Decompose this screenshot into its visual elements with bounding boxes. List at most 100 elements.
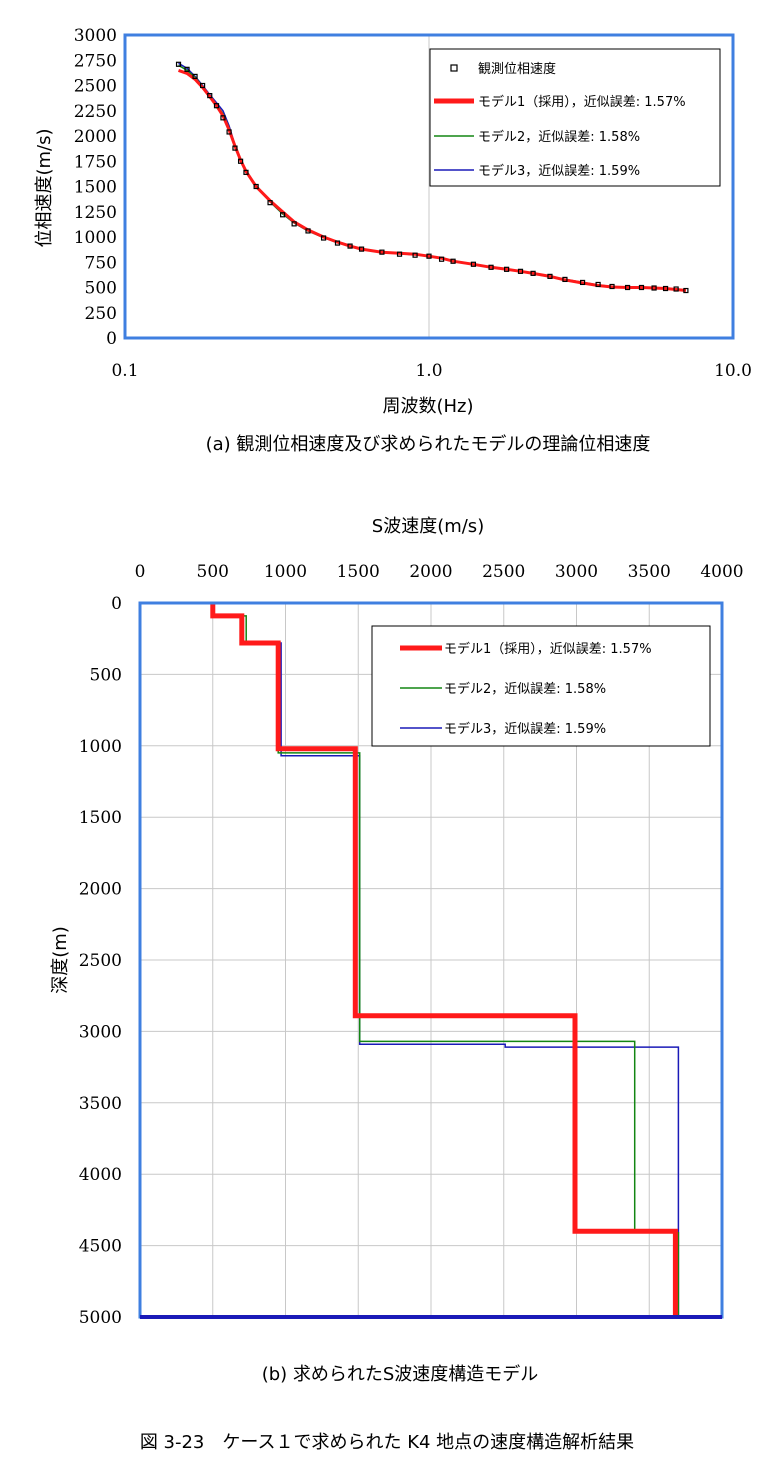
chart-a-observed-point xyxy=(347,243,353,249)
chart-a-observed-point xyxy=(609,283,615,290)
chart-a-observed-point xyxy=(683,287,689,294)
chart-a-x-tick-label: 0.1 xyxy=(111,361,138,381)
chart-a-y-tick-label: 500 xyxy=(85,279,117,299)
chart-b-y-tick-label: 0 xyxy=(111,594,122,614)
chart-a-observed-point xyxy=(379,249,385,255)
chart-a-observed-point xyxy=(200,82,206,89)
chart-a-observed-point xyxy=(651,285,657,291)
chart-b-x-tick-label: 1000 xyxy=(264,562,307,582)
chart-b-legend-label: モデル2，近似誤差: 1.58% xyxy=(444,681,606,697)
chart-a-observed-point xyxy=(305,228,311,234)
chart-b-series xyxy=(210,603,680,1317)
chart-b-x-ticks: 0 500 1000 1500 2000 2500 3000 3500 4000 xyxy=(135,562,744,582)
chart-a-y-tick-label: 2250 xyxy=(74,102,117,122)
chart-b-y-tick-label: 4000 xyxy=(79,1165,122,1185)
chart-a-y-tick-label: 3000 xyxy=(74,26,117,46)
chart-a-caption: (a) 観測位相速度及び求められたモデルの理論位相速度 xyxy=(206,434,651,455)
chart-a-y-ticks: 0 250 500 750 1000 1250 1500 1750 2000 2250 2500 27… xyxy=(74,26,117,349)
chart-b-x-tick-label: 2500 xyxy=(482,562,525,582)
chart-a-y-tick-label: 750 xyxy=(85,253,117,273)
chart-a-observed-point xyxy=(280,212,286,218)
chart-b-s-wave-structure: S波速度(m/s) 0 500 1000 1500 2000 2500 3000 3500 40… xyxy=(50,516,744,1385)
chart-a-legend-label: モデル3，近似誤差: 1.59% xyxy=(478,163,640,179)
chart-a-observed-point xyxy=(253,183,259,190)
chart-b-x-tick-label: 4000 xyxy=(700,562,743,582)
chart-a-observed-point xyxy=(396,251,403,257)
chart-a-observed-point xyxy=(517,268,524,274)
chart-a-y-axis-title: 位相速度(m/s) xyxy=(34,128,55,247)
chart-b-x-tick-label: 0 xyxy=(135,562,146,582)
chart-a-y-tick-label: 1000 xyxy=(74,228,117,248)
chart-a-observed-point xyxy=(237,158,244,164)
chart-a-observed-point xyxy=(175,61,182,67)
chart-b-legend-label: モデル3，近似誤差: 1.59% xyxy=(444,721,606,737)
chart-a-observed-point xyxy=(638,284,645,291)
chart-a-y-tick-label: 1500 xyxy=(74,178,117,198)
chart-a-observed-point xyxy=(562,276,568,283)
chart-a-observed-point xyxy=(530,270,536,276)
chart-a-observed-point xyxy=(226,129,232,135)
chart-a-observed-point xyxy=(504,266,510,272)
chart-a-y-tick-label: 1750 xyxy=(74,152,117,172)
chart-b-y-tick-label: 2000 xyxy=(79,880,122,900)
chart-a-y-tick-label: 2750 xyxy=(74,51,117,71)
chart-a-observed-point xyxy=(267,200,273,206)
chart-b-x-tick-label: 3500 xyxy=(628,562,671,582)
chart-a-y-tick-label: 1250 xyxy=(74,203,117,223)
chart-a-observed-point xyxy=(438,256,445,262)
chart-a-observed-point xyxy=(426,253,432,259)
chart-a-observed-point xyxy=(488,264,494,270)
chart-a-observed-point xyxy=(184,66,190,72)
chart-a-legend-label: 観測位相速度 xyxy=(478,61,556,77)
chart-a-observed-point xyxy=(412,252,418,258)
chart-b-x-tick-label: 3000 xyxy=(555,562,598,582)
chart-a-observed-point xyxy=(192,73,198,80)
chart-a-y-tick-label: 0 xyxy=(106,329,117,349)
chart-a-y-tick-label: 2500 xyxy=(74,77,117,97)
chart-a-legend-box xyxy=(429,48,721,187)
chart-a-observed-point xyxy=(220,115,226,121)
chart-a-observed-point xyxy=(334,240,341,246)
chart-a-y-tick-label: 250 xyxy=(85,304,117,324)
chart-b-y-tick-label: 3500 xyxy=(79,1094,122,1114)
chart-b-y-tick-label: 500 xyxy=(90,665,122,685)
chart-b-y-tick-label: 2500 xyxy=(79,951,122,971)
chart-a-observed-point xyxy=(207,92,213,99)
chart-b-grid xyxy=(140,603,722,1317)
chart-a-observed-point xyxy=(358,246,365,252)
chart-a-observed-point xyxy=(547,273,553,279)
chart-b-y-tick-label: 3000 xyxy=(79,1022,122,1042)
chart-a-observed-point xyxy=(232,145,238,151)
chart-a-x-ticks: 0.1 1.0 10.0 xyxy=(111,361,751,381)
chart-b-legend-label: モデル1（採用），近似誤差: 1.57% xyxy=(444,641,652,657)
chart-a-observed-point xyxy=(320,235,327,241)
chart-a-x-tick-label: 10.0 xyxy=(714,361,752,381)
chart-a-y-tick-label: 2000 xyxy=(74,127,117,147)
chart-a-observed-point xyxy=(213,103,220,109)
chart-a-observed-point xyxy=(595,281,601,288)
chart-a-observed-point xyxy=(450,258,456,264)
chart-a-series xyxy=(175,61,689,294)
chart-b-legend: モデル1（採用），近似誤差: 1.57% モデル2，近似誤差: 1.58% モデル3… xyxy=(371,625,711,747)
chart-b-y-tick-label: 5000 xyxy=(79,1308,122,1328)
chart-b-y-axis-title: 深度(m) xyxy=(50,926,71,994)
chart-b-x-tick-label: 1500 xyxy=(337,562,380,582)
chart-a-observed-point xyxy=(662,285,669,292)
chart-b-x-tick-label: 500 xyxy=(197,562,229,582)
chart-a-observed-point xyxy=(291,221,297,227)
chart-b-caption: (b) 求められたS波速度構造モデル xyxy=(262,1364,539,1385)
chart-a-legend-label: モデル2，近似誤差: 1.58% xyxy=(478,129,640,145)
chart-a-legend-swatch-observed xyxy=(450,64,458,72)
chart-b-y-ticks: 0 500 1000 1500 2000 2500 3000 3500 4000 4500 5000 xyxy=(79,594,122,1328)
chart-b-y-tick-label: 4500 xyxy=(79,1237,122,1257)
chart-a-x-axis-title: 周波数(Hz) xyxy=(382,396,473,417)
chart-b-y-tick-label: 1000 xyxy=(79,737,122,757)
chart-b-line-model1 xyxy=(210,603,678,1317)
chart-a-observed-point xyxy=(243,169,249,175)
figure-caption: 図 3-23 ケース１で求められた K4 地点の速度構造解析結果 xyxy=(140,1432,634,1453)
chart-a-x-tick-label: 1.0 xyxy=(415,361,442,381)
chart-a-observed-point xyxy=(470,261,477,267)
chart-a-legend-label: モデル1（採用），近似誤差: 1.57% xyxy=(478,94,686,110)
